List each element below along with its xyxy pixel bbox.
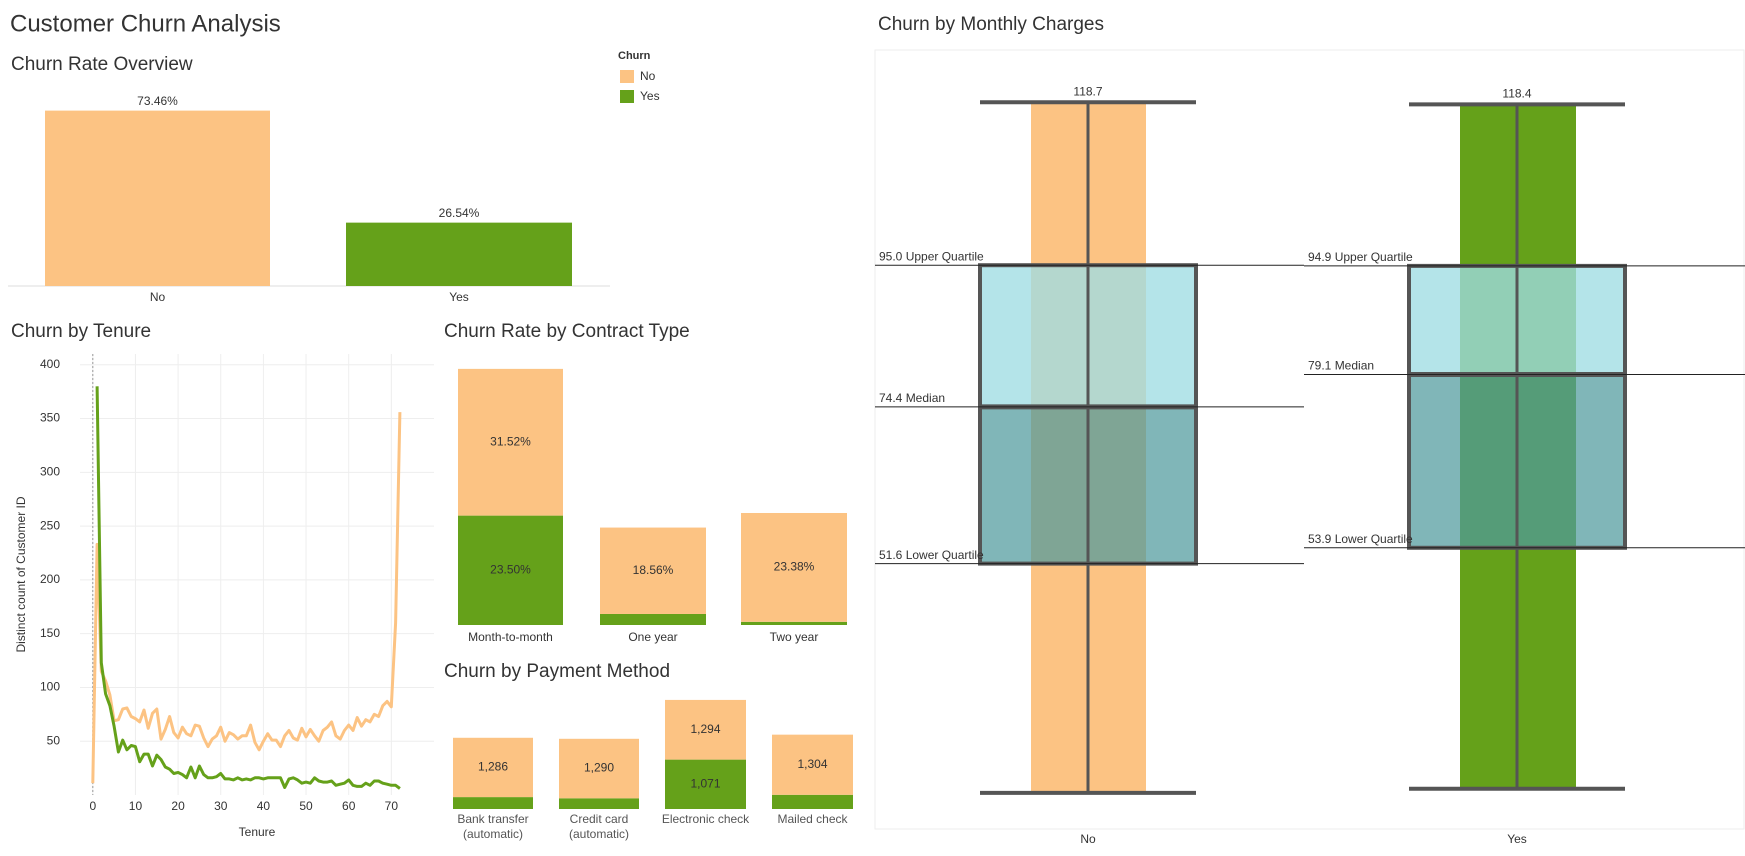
x-tick-label: Yes (1507, 832, 1527, 846)
bar-segment (665, 699, 746, 760)
legend-swatch (620, 90, 634, 103)
bar-segment (772, 734, 853, 795)
x-tick-label: Month-to-month (468, 630, 553, 644)
bar-segment (741, 512, 847, 622)
bar-segment (559, 798, 639, 809)
x-tick-label: No (150, 290, 166, 304)
value-label: 26.54% (439, 206, 480, 220)
reference-label: 95.0 Upper Quartile (879, 249, 984, 263)
bar-segment (458, 515, 563, 625)
y-tick-label: 400 (40, 357, 60, 371)
reference-label: 94.9 Upper Quartile (1308, 250, 1413, 264)
x-tick-label: Two year (770, 630, 819, 644)
y-axis-title: Distinct count of Customer ID (14, 496, 28, 652)
bar (346, 222, 572, 286)
series-line (95, 386, 401, 790)
bar-segment (458, 368, 563, 516)
dashboard-title: Customer Churn Analysis (10, 10, 281, 37)
series-line (91, 412, 402, 784)
x-tick-label: 40 (257, 799, 271, 813)
value-label: 23.38% (774, 560, 815, 574)
bar-segment (600, 613, 706, 625)
x-tick-label: Mailed check (777, 812, 848, 826)
chart-title: Churn Rate Overview (11, 54, 193, 75)
x-axis-title: Tenure (239, 825, 276, 839)
x-tick-label: 70 (385, 799, 399, 813)
bar-segment (453, 737, 533, 798)
bar-segment (559, 738, 639, 799)
value-label: 1,294 (690, 722, 720, 736)
bar-segment (665, 759, 746, 809)
reference-label: 74.4 Median (879, 391, 945, 405)
value-label: 1,071 (690, 776, 720, 790)
bar-segment (772, 794, 853, 809)
x-tick-label: 20 (171, 799, 185, 813)
x-tick-label: 0 (89, 799, 96, 813)
x-tick-label: One year (628, 630, 677, 644)
bar-segment (453, 797, 533, 809)
chart-title: Churn by Payment Method (444, 661, 670, 682)
chart-title: Churn by Monthly Charges (878, 14, 1104, 35)
value-label: 73.46% (137, 94, 178, 108)
x-tick-label: 60 (342, 799, 356, 813)
x-tick-label: 10 (129, 799, 143, 813)
x-tick-label: Bank transfer (automatic) (457, 812, 529, 841)
y-tick-label: 100 (40, 680, 60, 694)
value-label: 1,304 (797, 757, 827, 771)
value-label: 1,286 (478, 760, 508, 774)
x-tick-label: Electronic check (661, 812, 750, 826)
value-label: 18.56% (633, 563, 674, 577)
chart-title: Churn Rate by Contract Type (444, 321, 690, 342)
legend-swatch (620, 70, 634, 83)
bar (45, 110, 270, 286)
bar-segment (741, 621, 847, 625)
bar-segment (600, 527, 706, 614)
chart-title: Churn by Tenure (11, 321, 151, 342)
x-tick-label: 50 (299, 799, 313, 813)
y-tick-label: 250 (40, 518, 60, 532)
reference-label: 51.6 Lower Quartile (879, 548, 984, 562)
max-label: 118.7 (1073, 84, 1102, 98)
x-tick-label: Credit card (automatic) (568, 812, 630, 841)
x-tick-label: 30 (214, 799, 228, 813)
plot-frame (874, 49, 1745, 830)
value-label: 1,290 (584, 761, 614, 775)
legend-label: Yes (640, 89, 660, 103)
reference-label: 79.1 Median (1308, 359, 1374, 373)
legend-title: Churn (618, 50, 651, 62)
y-tick-label: 350 (40, 411, 60, 425)
value-label: 31.52% (490, 434, 531, 448)
max-label: 118.4 (1502, 86, 1531, 100)
y-tick-label: 50 (47, 733, 61, 747)
y-tick-label: 150 (40, 626, 60, 640)
x-tick-label: No (1080, 832, 1096, 846)
x-tick-label: Yes (449, 290, 469, 304)
value-label: 23.50% (490, 562, 531, 576)
y-tick-label: 300 (40, 464, 60, 478)
reference-label: 53.9 Lower Quartile (1308, 532, 1413, 546)
y-tick-label: 200 (40, 572, 60, 586)
legend-label: No (640, 69, 656, 83)
